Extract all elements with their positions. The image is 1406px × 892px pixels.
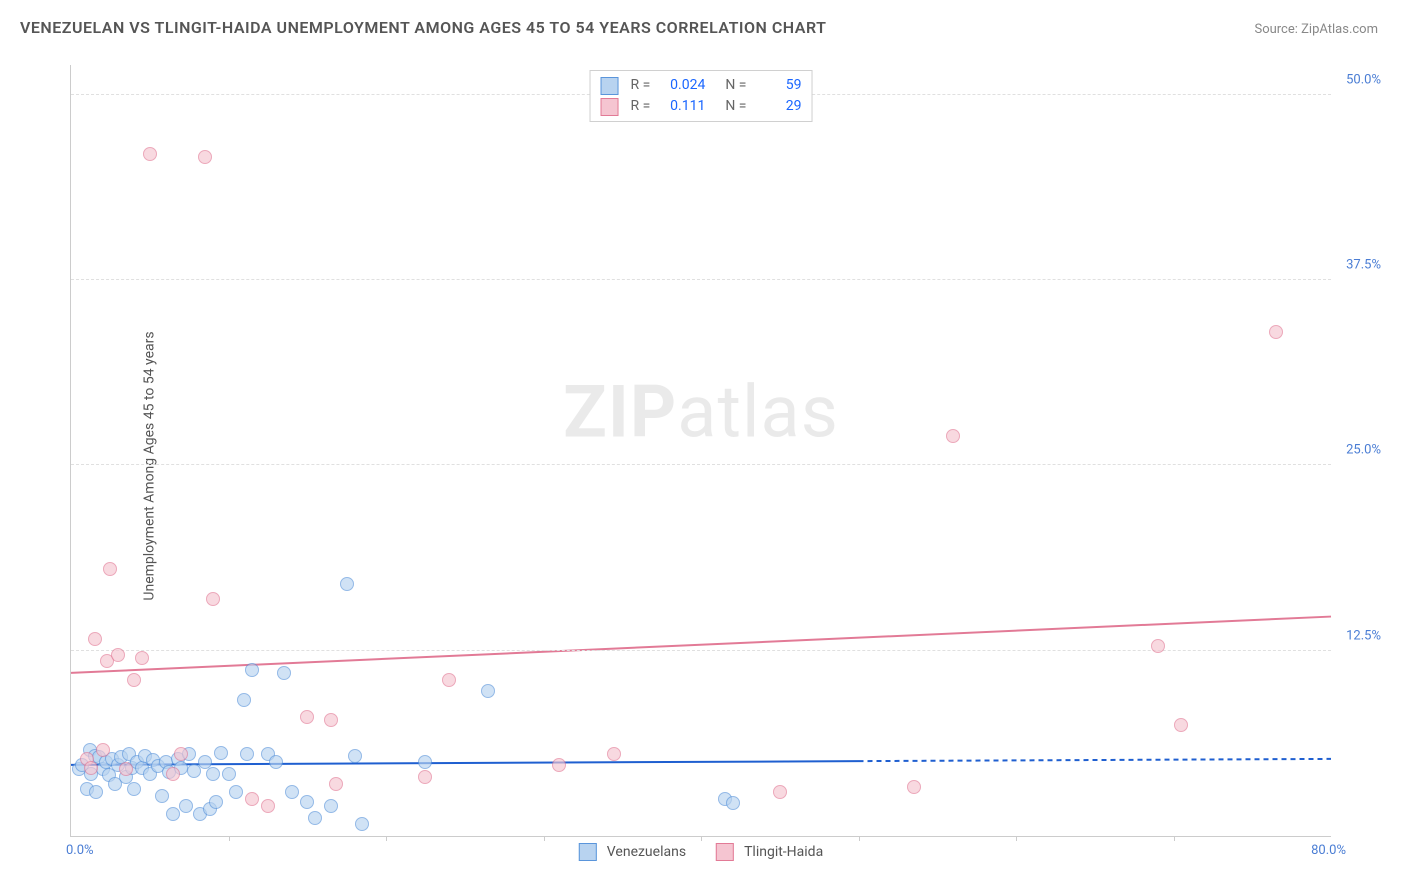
n-label: N = <box>725 75 746 96</box>
scatter-point <box>946 429 960 443</box>
scatter-point <box>143 147 157 161</box>
gridline <box>71 279 1331 280</box>
scatter-point <box>174 747 188 761</box>
r-label: R = <box>631 75 651 96</box>
trendline <box>71 617 1331 673</box>
chart-title: VENEZUELAN VS TLINGIT-HAIDA UNEMPLOYMENT… <box>20 18 826 37</box>
scatter-point <box>166 807 180 821</box>
y-tick-label: 25.0% <box>1333 443 1381 458</box>
scatter-point <box>261 799 275 813</box>
scatter-point <box>552 758 566 772</box>
x-axis-tick <box>1174 836 1175 841</box>
scatter-point <box>340 577 354 591</box>
stats-legend: R = 0.024 N = 59 R = 0.111 N = 29 <box>590 70 813 122</box>
scatter-point <box>907 780 921 794</box>
scatter-point <box>442 673 456 687</box>
scatter-point <box>179 799 193 813</box>
series-legend-item: Venezuelans <box>579 843 686 861</box>
scatter-point <box>1151 639 1165 653</box>
x-axis-tick <box>386 836 387 841</box>
scatter-point <box>198 150 212 164</box>
scatter-point <box>209 795 223 809</box>
x-axis-tick <box>229 836 230 841</box>
source-label: Source: ZipAtlas.com <box>1254 22 1378 37</box>
legend-swatch <box>716 843 734 861</box>
scatter-point <box>96 743 110 757</box>
scatter-point <box>222 767 236 781</box>
y-tick-label: 12.5% <box>1333 628 1381 643</box>
scatter-point <box>206 767 220 781</box>
scatter-point <box>245 792 259 806</box>
scatter-point <box>773 785 787 799</box>
scatter-point <box>119 762 133 776</box>
series-legend-item: Tlingit-Haida <box>716 843 823 861</box>
y-tick-label: 37.5% <box>1333 258 1381 273</box>
scatter-point <box>237 693 251 707</box>
scatter-point <box>300 795 314 809</box>
r-label: R = <box>631 96 651 117</box>
y-tick-label: 50.0% <box>1333 72 1381 87</box>
scatter-point <box>269 755 283 769</box>
scatter-point <box>127 782 141 796</box>
chart-container: Unemployment Among Ages 45 to 54 years Z… <box>20 55 1386 877</box>
stats-legend-row: R = 0.111 N = 29 <box>601 96 802 117</box>
x-axis-tick <box>701 836 702 841</box>
x-axis-tick <box>1016 836 1017 841</box>
x-axis-tick <box>859 836 860 841</box>
scatter-point <box>607 747 621 761</box>
scatter-point <box>418 770 432 784</box>
scatter-point <box>155 789 169 803</box>
scatter-point <box>324 799 338 813</box>
scatter-point <box>84 761 98 775</box>
scatter-point <box>88 632 102 646</box>
scatter-point <box>206 592 220 606</box>
legend-swatch <box>601 77 619 95</box>
scatter-point <box>481 684 495 698</box>
scatter-point <box>214 746 228 760</box>
scatter-point <box>166 767 180 781</box>
scatter-point <box>285 785 299 799</box>
legend-swatch <box>601 98 619 116</box>
n-value: 59 <box>756 75 801 96</box>
gridline <box>71 650 1331 651</box>
scatter-point <box>324 713 338 727</box>
n-label: N = <box>725 96 746 117</box>
x-tick-min: 0.0% <box>66 843 94 858</box>
scatter-point <box>135 651 149 665</box>
n-value: 29 <box>756 96 801 117</box>
scatter-point <box>1269 325 1283 339</box>
series-legend: Venezuelans Tlingit-Haida <box>579 843 823 861</box>
trendlines-layer <box>71 65 1331 836</box>
trendline <box>859 759 1332 761</box>
scatter-point <box>89 785 103 799</box>
scatter-point <box>245 663 259 677</box>
plot-area: ZIPatlas R =0.024N =59R =0.111N =29 0.0%… <box>70 65 1331 837</box>
r-value: 0.111 <box>660 96 705 117</box>
series-legend-label: Venezuelans <box>607 844 686 860</box>
scatter-point <box>127 673 141 687</box>
scatter-point <box>329 777 343 791</box>
x-axis-tick <box>544 836 545 841</box>
series-legend-label: Tlingit-Haida <box>744 844 823 860</box>
gridline <box>71 464 1331 465</box>
x-tick-max: 80.0% <box>1311 843 1346 858</box>
scatter-point <box>355 817 369 831</box>
scatter-point <box>111 648 125 662</box>
scatter-point <box>277 666 291 680</box>
r-value: 0.024 <box>660 75 705 96</box>
scatter-point <box>240 747 254 761</box>
scatter-point <box>726 796 740 810</box>
scatter-point <box>229 785 243 799</box>
scatter-point <box>103 562 117 576</box>
scatter-point <box>348 749 362 763</box>
legend-swatch <box>579 843 597 861</box>
scatter-point <box>1174 718 1188 732</box>
scatter-point <box>300 710 314 724</box>
scatter-point <box>308 811 322 825</box>
scatter-point <box>418 755 432 769</box>
stats-legend-row: R = 0.024 N = 59 <box>601 75 802 96</box>
